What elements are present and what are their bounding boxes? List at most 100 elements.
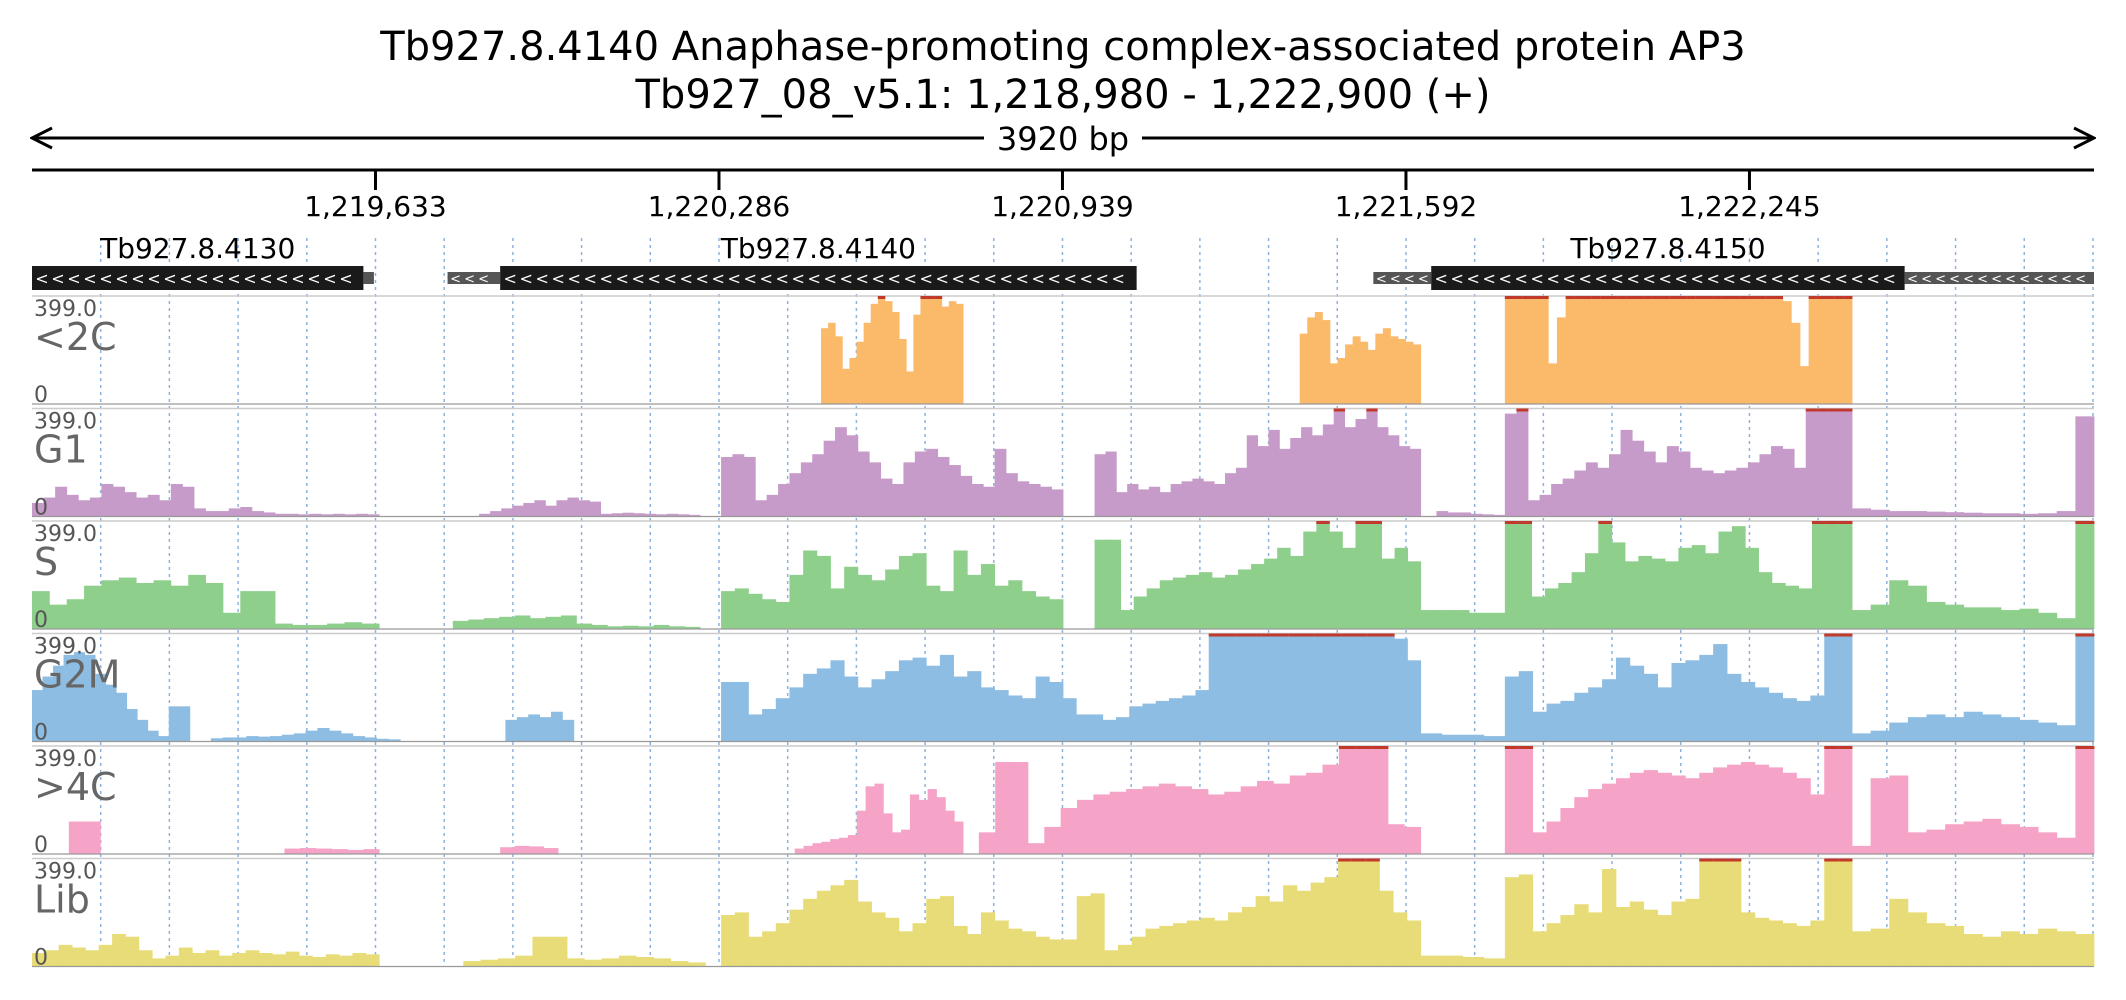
coverage-bar bbox=[1228, 912, 1243, 967]
coverage-bar bbox=[2056, 931, 2076, 967]
coverage-bar bbox=[1796, 925, 1811, 967]
coverage-bar bbox=[1643, 909, 1659, 967]
coverage-bar bbox=[1629, 901, 1645, 967]
coverage-bar bbox=[732, 454, 745, 517]
coverage-bar bbox=[1629, 772, 1645, 854]
coverage-bar bbox=[1316, 521, 1330, 629]
coverage-bar bbox=[1355, 746, 1372, 854]
clipped-marker bbox=[1828, 408, 1841, 412]
strand-arrow: < bbox=[1095, 269, 1108, 288]
coverage-bar bbox=[1528, 500, 1540, 517]
coverage-bar bbox=[84, 654, 96, 742]
coverage-bar bbox=[1462, 734, 1485, 742]
coverage-bar bbox=[2056, 837, 2076, 854]
coverage-bar bbox=[1736, 467, 1749, 517]
gene-utr bbox=[363, 272, 374, 284]
clipped-marker bbox=[1380, 633, 1395, 637]
coverage-bar bbox=[258, 952, 273, 967]
coverage-bar bbox=[1518, 874, 1534, 967]
coverage-bar bbox=[948, 301, 957, 404]
coverage-bar bbox=[775, 698, 790, 742]
coverage-bar bbox=[688, 962, 706, 967]
coverage-bar bbox=[1539, 494, 1552, 517]
coverage-bar bbox=[309, 624, 328, 629]
coverage-bar bbox=[136, 497, 149, 517]
coverage-bar bbox=[344, 622, 363, 629]
clipped-marker bbox=[1367, 633, 1382, 637]
coverage-bar bbox=[205, 950, 220, 967]
coverage-bar bbox=[1118, 944, 1133, 967]
coverage-bar bbox=[1620, 429, 1633, 517]
coverage-track: 399.0G1 0 bbox=[32, 407, 2095, 521]
coverage-bar bbox=[945, 810, 955, 854]
coverage-bar bbox=[1198, 572, 1213, 629]
coverage-bar bbox=[1225, 574, 1239, 629]
coverage-bar bbox=[1666, 446, 1679, 517]
coverage-bar bbox=[2075, 633, 2095, 742]
coverage-bar bbox=[1322, 320, 1331, 404]
coverage-bar bbox=[545, 505, 557, 517]
coverage-bar bbox=[1665, 561, 1679, 629]
coverage-bar bbox=[284, 848, 301, 854]
clipped-marker bbox=[1530, 296, 1540, 299]
clipped-marker bbox=[1354, 633, 1369, 637]
clipped-marker bbox=[1221, 633, 1236, 637]
coverage-bar bbox=[152, 958, 166, 967]
coverage-bar bbox=[856, 810, 867, 854]
coverage-bar bbox=[1727, 673, 1742, 742]
coverage-bar bbox=[926, 448, 939, 517]
coverage-bar bbox=[622, 512, 635, 517]
coverage-bar bbox=[849, 357, 857, 404]
coverage-bar bbox=[871, 679, 886, 742]
clipped-marker bbox=[1843, 296, 1853, 299]
strand-arrow: < bbox=[791, 269, 804, 288]
coverage-bar bbox=[1116, 492, 1128, 517]
coverage-bar bbox=[116, 692, 128, 742]
coverage-bar bbox=[551, 711, 563, 742]
strand-arrow: < bbox=[1079, 269, 1092, 288]
coverage-bar bbox=[812, 843, 822, 854]
coverage-bar bbox=[1235, 467, 1248, 517]
coverage-bar bbox=[1195, 690, 1210, 742]
coverage-bar bbox=[734, 912, 749, 967]
clipped-marker bbox=[1591, 296, 1601, 299]
coverage-bar bbox=[1257, 446, 1269, 517]
coverage-bar bbox=[762, 709, 777, 742]
coverage-bar bbox=[1504, 296, 1514, 404]
coverage-bar bbox=[218, 955, 233, 967]
strand-arrow: < bbox=[903, 269, 916, 288]
coverage-bar bbox=[1963, 711, 1983, 742]
clipped-marker bbox=[1756, 296, 1766, 299]
coverage-bar bbox=[1375, 333, 1384, 404]
coverage-bar bbox=[1817, 408, 1830, 517]
strand-arrow: < bbox=[2047, 272, 2058, 287]
coverage-bar bbox=[898, 660, 913, 742]
strand-arrow: < bbox=[339, 269, 352, 288]
coverage-bar bbox=[2075, 416, 2095, 517]
coverage-bar bbox=[1785, 585, 1800, 629]
coverage-bar bbox=[1090, 893, 1105, 967]
coverage-bar bbox=[1436, 511, 1449, 517]
strand-arrow: < bbox=[2005, 272, 2016, 287]
clipped-marker bbox=[1504, 746, 1520, 749]
clipped-marker bbox=[1574, 296, 1584, 299]
coverage-bar bbox=[1791, 322, 1801, 404]
coverage-bar bbox=[939, 654, 954, 742]
clipped-marker bbox=[1518, 521, 1532, 524]
clipped-marker bbox=[1617, 296, 1627, 299]
coverage-bar bbox=[32, 591, 50, 629]
gene-cds bbox=[1431, 266, 1905, 290]
coverage-bar bbox=[1146, 588, 1161, 629]
coverage-bar bbox=[1602, 783, 1617, 854]
strand-arrow: < bbox=[464, 272, 475, 287]
coverage-bar bbox=[501, 508, 513, 517]
coverage-bar bbox=[1142, 786, 1160, 854]
strand-arrow: < bbox=[1595, 269, 1608, 288]
track-min-label: 0 bbox=[34, 383, 48, 408]
coverage-bar bbox=[1172, 577, 1187, 629]
strand-arrow: < bbox=[163, 269, 176, 288]
strand-arrow: < bbox=[695, 269, 708, 288]
coverage-bar bbox=[1685, 898, 1700, 967]
coverage-bar bbox=[479, 513, 491, 517]
coverage-bar bbox=[516, 717, 529, 742]
